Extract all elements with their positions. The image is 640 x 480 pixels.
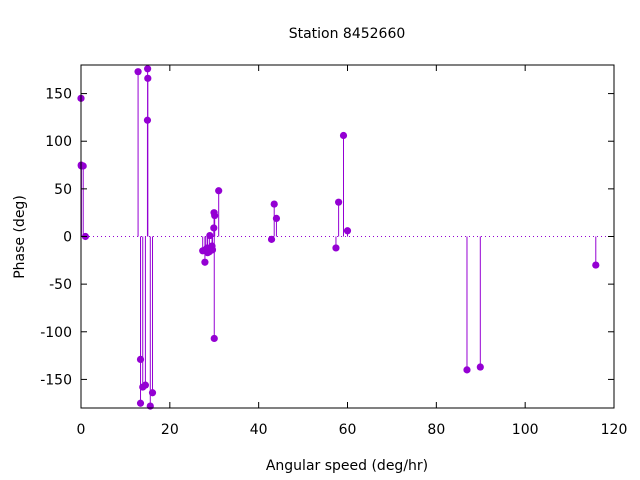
data-point xyxy=(144,65,152,73)
data-point xyxy=(463,366,471,374)
data-point xyxy=(476,363,484,371)
data-point xyxy=(332,244,340,252)
data-point xyxy=(143,116,152,124)
y-tick-label: -100 xyxy=(40,325,72,341)
data-point xyxy=(134,68,142,76)
data-point xyxy=(210,334,218,343)
y-axis-label: Phase (deg) xyxy=(12,195,28,279)
data-point xyxy=(215,187,223,195)
x-tick-label: 80 xyxy=(427,422,445,438)
data-point xyxy=(201,258,209,266)
plot-frame xyxy=(80,64,615,409)
data-point xyxy=(335,198,343,206)
data-point xyxy=(592,261,600,269)
data-point xyxy=(210,224,218,232)
y-tick-label: 50 xyxy=(54,182,72,198)
y-tick-label: -50 xyxy=(49,277,72,293)
data-point xyxy=(270,200,278,208)
data-point xyxy=(136,399,145,407)
x-tick-label: 60 xyxy=(339,422,357,438)
data-point xyxy=(211,211,219,220)
y-tick-label: -150 xyxy=(40,372,72,388)
x-tick-label: 40 xyxy=(250,422,268,438)
data-point xyxy=(339,131,348,140)
data-point xyxy=(146,402,154,410)
data-point xyxy=(272,214,281,222)
data-point xyxy=(144,74,152,82)
data-point xyxy=(208,246,217,254)
x-tick-label: 20 xyxy=(161,422,179,438)
data-point xyxy=(206,231,214,240)
data-point xyxy=(343,227,352,235)
x-tick-label: 120 xyxy=(601,422,628,438)
data-point xyxy=(141,381,150,389)
y-tick-label: 150 xyxy=(45,87,72,103)
data-point xyxy=(267,235,276,243)
y-tick-label: 0 xyxy=(63,230,72,246)
data-point xyxy=(148,389,157,397)
x-axis-label: Angular speed (deg/hr) xyxy=(266,458,428,474)
y-tick-label: 100 xyxy=(45,134,72,150)
x-tick-label: 100 xyxy=(512,422,539,438)
data-point xyxy=(136,355,145,364)
x-tick-label: 0 xyxy=(77,422,86,438)
chart-title: Station 8452660 xyxy=(289,26,406,42)
